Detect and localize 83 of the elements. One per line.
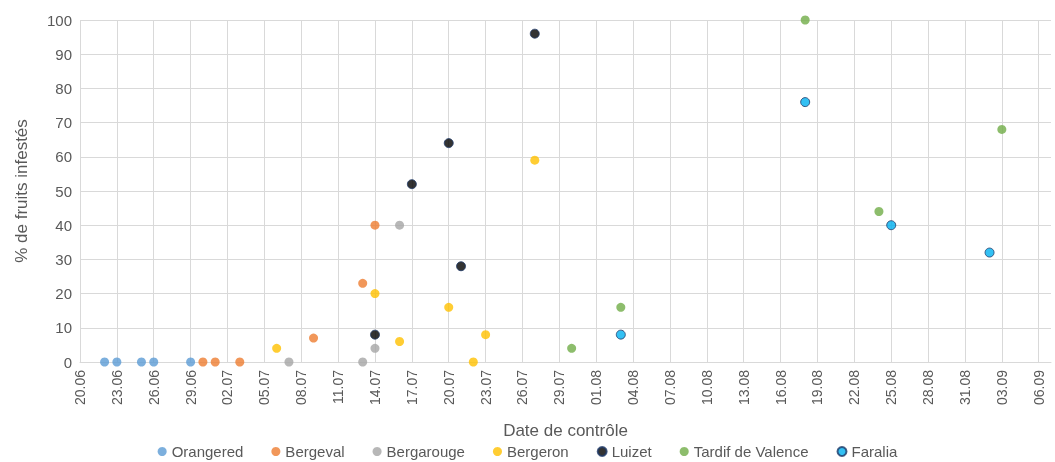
point — [198, 357, 208, 367]
point — [874, 207, 884, 217]
x-tick-label: 25.08 — [883, 369, 900, 406]
point — [530, 155, 540, 165]
point — [136, 357, 146, 367]
point — [284, 357, 294, 367]
x-tick-label: 11.07 — [330, 369, 347, 404]
point — [370, 289, 380, 299]
y-tick-label: 40 — [55, 216, 72, 234]
x-tick-label: 07.08 — [661, 369, 678, 406]
point — [443, 138, 454, 149]
point — [272, 343, 282, 353]
legend-label: Orangered — [171, 443, 244, 460]
point — [370, 329, 380, 340]
x-tick-label: 31.08 — [956, 369, 973, 406]
point — [210, 357, 220, 367]
y-tick-label: 50 — [55, 182, 72, 200]
x-tick-label: 20.07 — [440, 369, 457, 406]
y-tick-label: 80 — [55, 79, 72, 97]
x-tick-label: 29.07 — [551, 369, 568, 406]
point — [370, 220, 380, 230]
point — [395, 220, 405, 230]
point — [800, 15, 810, 25]
x-tick-label: 06.09 — [1030, 369, 1047, 406]
point — [481, 330, 491, 340]
point — [567, 343, 577, 353]
legend-label: Bergeval — [285, 443, 345, 460]
legend-label: Luizet — [611, 443, 653, 460]
legend-label: Tardif de Valence — [693, 443, 809, 460]
point — [100, 357, 110, 367]
x-tick-label: 29.06 — [182, 369, 199, 406]
point — [309, 333, 319, 343]
x-tick-label: 14.07 — [366, 369, 383, 406]
x-tick-label: 17.07 — [403, 369, 420, 406]
x-tick-label: 20.06 — [72, 369, 88, 406]
x-tick-label: 13.08 — [735, 369, 752, 406]
point — [529, 28, 540, 39]
point — [112, 357, 122, 367]
point — [616, 302, 626, 312]
x-tick-label: 10.08 — [698, 369, 715, 406]
y-tick-label: 30 — [55, 250, 72, 268]
point — [186, 357, 196, 367]
y-tick-label: 20 — [55, 285, 72, 303]
y-axis-title: % de fruits infestés — [12, 119, 31, 263]
x-tick-label: 02.07 — [219, 369, 236, 406]
y-tick-label: 90 — [55, 45, 72, 63]
point — [395, 336, 405, 346]
x-axis-title: Date de contrôle — [503, 421, 628, 440]
x-tick-label: 26.06 — [145, 369, 162, 406]
x-tick-label: 28.08 — [920, 369, 937, 406]
y-tick-label: 100 — [46, 11, 72, 29]
legend-label: Faralia — [851, 443, 898, 460]
y-tick-label: 70 — [55, 114, 72, 132]
x-tick-label: 26.07 — [514, 369, 531, 406]
point — [406, 179, 417, 190]
legend-label: Bergeron — [506, 443, 569, 460]
x-tick-label: 19.08 — [809, 369, 826, 406]
x-tick-label: 16.08 — [772, 369, 789, 406]
x-tick-label: 23.06 — [108, 369, 125, 406]
x-tick-label: 01.08 — [588, 369, 605, 406]
point — [456, 261, 467, 272]
point — [997, 124, 1007, 134]
point — [984, 247, 995, 258]
y-tick-label: 60 — [55, 148, 72, 166]
legend-label: Bergarouge — [386, 443, 465, 460]
y-tick-label: 10 — [55, 319, 72, 337]
x-tick-label: 22.08 — [846, 369, 863, 406]
x-tick-label: 04.08 — [625, 369, 642, 406]
point — [800, 97, 811, 108]
point — [615, 329, 626, 340]
point — [468, 357, 478, 367]
point — [358, 278, 368, 288]
point — [149, 357, 159, 367]
point — [235, 357, 245, 367]
point — [358, 357, 368, 367]
point — [886, 220, 897, 231]
point — [444, 302, 454, 312]
point — [370, 343, 380, 353]
x-tick-label: 05.07 — [256, 369, 273, 406]
x-tick-label: 08.07 — [293, 369, 310, 406]
x-tick-label: 03.09 — [993, 369, 1010, 406]
x-tick-label: 23.07 — [477, 369, 494, 406]
y-tick-label: 0 — [63, 353, 72, 371]
